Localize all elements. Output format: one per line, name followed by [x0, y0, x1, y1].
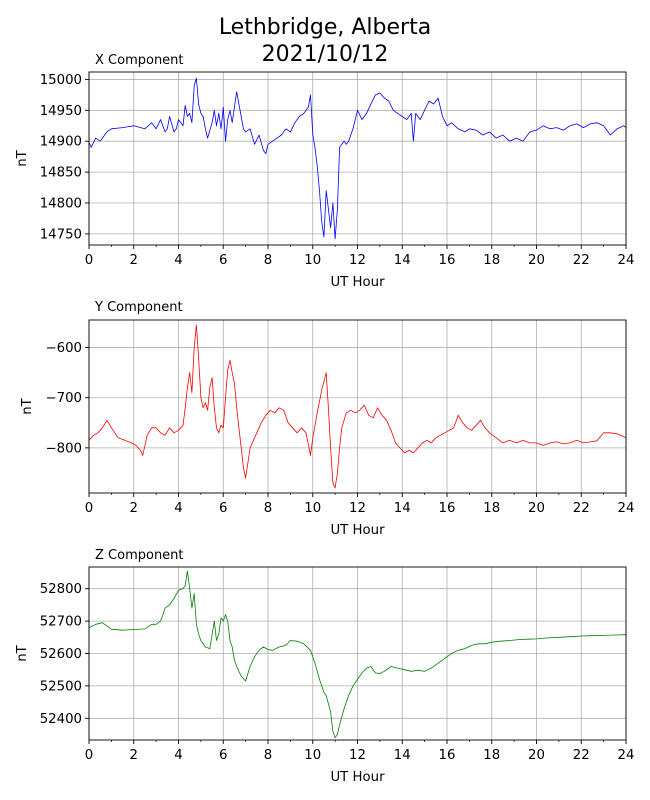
y-component-x-tick-label: 16 [439, 501, 456, 516]
x-component-y-tick-label: 14750 [40, 227, 82, 242]
y-component-x-tick-label: 10 [304, 501, 321, 516]
z-component-x-tick-label: 16 [439, 748, 456, 763]
y-component-x-tick-label: 2 [130, 501, 138, 516]
y-component-x-tick-label: 20 [528, 501, 545, 516]
x-component-y-tick-label: 14950 [40, 104, 82, 119]
y-component-y-axis-label: nT [20, 397, 35, 414]
x-component-x-tick-label: 10 [304, 253, 321, 268]
x-component-x-tick-label: 20 [528, 253, 545, 268]
z-component-x-axis-label: UT Hour [330, 770, 385, 785]
z-component-x-tick-label: 12 [349, 748, 366, 763]
figure-title-line1: Lethbridge, Alberta [219, 15, 431, 40]
z-component-panel: 0 2 4 6 8 10 12 14 16 18 20 22 245240052500526005270… [15, 548, 634, 785]
x-component-x-tick-label: 24 [618, 253, 635, 268]
z-component-x-tick-label: 8 [264, 748, 272, 763]
x-component-x-tick-label: 4 [174, 253, 182, 268]
x-component-x-tick-label: 18 [483, 253, 500, 268]
z-component-x-tick-label: 10 [304, 748, 321, 763]
y-component-y-tick-label: −800 [45, 441, 82, 456]
y-component-x-tick-label: 6 [219, 501, 227, 516]
x-component-x-tick-label: 6 [219, 253, 227, 268]
x-component-y-tick-label: 15000 [40, 73, 82, 88]
z-component-x-tick-label: 4 [174, 748, 182, 763]
z-component-y-tick-label: 52700 [40, 615, 82, 630]
x-component-panel: 0 2 4 6 8 10 12 14 16 18 20 22 241475014800148501490… [15, 53, 634, 290]
z-component-x-tick-label: 24 [618, 748, 635, 763]
y-component-y-tick-label: −600 [45, 341, 82, 356]
y-component-x-tick-label: 14 [394, 501, 411, 516]
x-component-title: X Component [95, 53, 184, 68]
z-component-y-tick-label: 52600 [40, 647, 82, 662]
x-component-x-tick-label: 14 [394, 253, 411, 268]
x-component-y-tick-label: 14850 [40, 166, 82, 181]
figure-title-line2: 2021/10/12 [262, 42, 389, 67]
y-component-x-tick-label: 22 [573, 501, 590, 516]
x-component-series-line [88, 77, 627, 240]
y-component-x-tick-label: 4 [174, 501, 182, 516]
y-component-x-tick-label: 12 [349, 501, 366, 516]
z-component-y-tick-label: 52400 [40, 712, 82, 727]
y-component-x-tick-label: 24 [618, 501, 635, 516]
z-component-x-tick-label: 18 [483, 748, 500, 763]
z-component-title: Z Component [95, 548, 184, 563]
y-component-y-tick-label: −700 [45, 391, 82, 406]
y-component-x-tick-label: 8 [264, 501, 272, 516]
x-component-x-tick-label: 8 [264, 253, 272, 268]
z-component-x-tick-label: 0 [85, 748, 93, 763]
z-component-x-tick-label: 6 [219, 748, 227, 763]
x-component-x-tick-label: 2 [130, 253, 138, 268]
z-component-x-tick-label: 20 [528, 748, 545, 763]
z-component-x-tick-label: 14 [394, 748, 411, 763]
y-component-series-line [88, 324, 627, 489]
y-component-x-tick-label: 0 [85, 501, 93, 516]
x-component-x-tick-label: 16 [439, 253, 456, 268]
z-component-y-tick-label: 52500 [40, 679, 82, 694]
x-component-x-axis-label: UT Hour [330, 275, 385, 290]
z-component-series-line [88, 570, 627, 739]
x-component-y-tick-label: 14800 [40, 196, 82, 211]
z-component-y-tick-label: 52800 [40, 582, 82, 597]
z-component-x-tick-label: 2 [130, 748, 138, 763]
z-component-y-axis-label: nT [15, 644, 30, 661]
x-component-y-tick-label: 14900 [40, 135, 82, 150]
y-component-x-axis-label: UT Hour [330, 523, 385, 538]
x-component-x-tick-label: 12 [349, 253, 366, 268]
x-component-x-tick-label: 0 [85, 253, 93, 268]
y-component-title: Y Component [94, 300, 183, 315]
z-component-x-tick-label: 22 [573, 748, 590, 763]
y-component-x-tick-label: 18 [483, 501, 500, 516]
x-component-y-axis-label: nT [15, 149, 30, 166]
x-component-x-tick-label: 22 [573, 253, 590, 268]
